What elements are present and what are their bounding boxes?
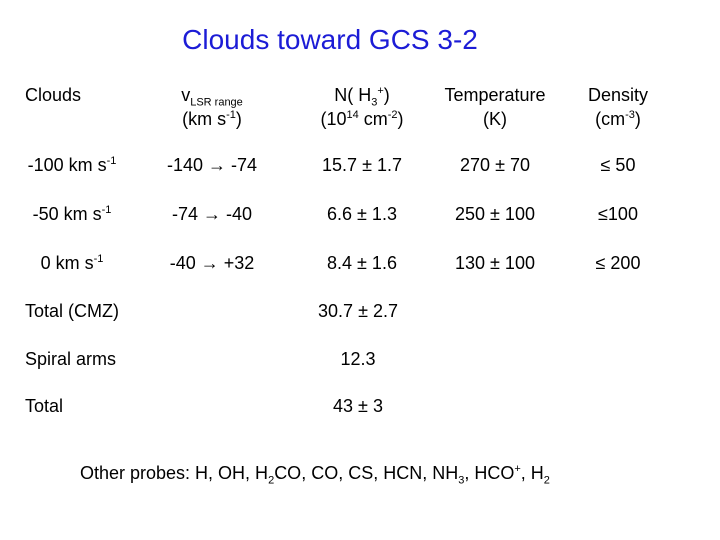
table-cell: ≤100 [598, 203, 638, 225]
header-cell: (K) [483, 108, 507, 130]
text-run: -74 → -40 [171, 204, 253, 224]
supscript: -1 [106, 155, 117, 167]
text-run: 43 ± 3 [333, 396, 383, 416]
supscript: -1 [101, 204, 112, 216]
text-run: Clouds [25, 85, 82, 105]
header-cell: Clouds [25, 84, 81, 106]
text-run: (km s [182, 109, 227, 129]
text-run: ) [235, 109, 242, 129]
text-run: ≤ 200 [595, 253, 641, 273]
total-value: 43 ± 3 [333, 395, 383, 417]
supscript: + [377, 85, 384, 97]
text-run: 250 ± 100 [455, 204, 535, 224]
text-run: -50 km s [32, 204, 102, 224]
text-run: 0 km s [40, 253, 94, 273]
table-cell: -140 → -74 [167, 154, 257, 176]
slide-title: Clouds toward GCS 3-2 [182, 24, 478, 55]
text-run: ) [383, 85, 390, 105]
text-run: Spiral arms [25, 348, 117, 369]
subscript: 2 [543, 474, 550, 487]
subscript: LSR range [190, 96, 243, 109]
text-run: , HCO [464, 463, 515, 483]
text-run: ) [634, 109, 641, 129]
table-cell: ≤ 200 [596, 252, 641, 274]
text-run: ≤ 50 [600, 155, 636, 175]
text-run: (cm [595, 109, 626, 129]
table-cell: 0 km s-1 [41, 252, 104, 274]
table-cell: ≤ 50 [601, 154, 636, 176]
text-run: (10 [320, 109, 347, 129]
table-cell: -74 → -40 [172, 203, 252, 225]
text-run: -40 → +32 [169, 253, 255, 273]
table-cell: 8.4 ± 1.6 [327, 252, 397, 274]
text-run: -140 → -74 [166, 155, 258, 175]
subscript: 2 [268, 474, 275, 487]
text-run: v [181, 85, 191, 105]
total-value: 30.7 ± 2.7 [318, 300, 398, 322]
text-run: -100 km s [27, 155, 107, 175]
table-cell: 15.7 ± 1.7 [322, 154, 402, 176]
total-label: Spiral arms [25, 348, 116, 370]
total-label: Total [25, 395, 63, 417]
header-cell: (km s-1) [182, 108, 242, 130]
header-cell: Density [588, 84, 648, 106]
table-cell: 250 ± 100 [455, 203, 535, 225]
text-run: Total [25, 396, 64, 416]
text-run: Other probes: H, OH, H [80, 463, 269, 483]
text-run: CO, CO, CS, HCN, NH [274, 463, 459, 483]
header-cell: (1014 cm-2) [320, 108, 403, 130]
text-run: Temperature [444, 85, 546, 105]
supscript: + [514, 463, 521, 475]
table-cell: 270 ± 70 [460, 154, 530, 176]
supscript: -1 [93, 253, 104, 265]
table-cell: 130 ± 100 [455, 252, 535, 274]
footer-note: Other probes: H, OH, H2CO, CO, CS, HCN, … [80, 462, 550, 487]
text-run: , H [520, 463, 544, 483]
header-cell: (cm-3) [595, 108, 641, 130]
header-cell: N( H3+) [334, 84, 390, 109]
text-run: ≤100 [598, 204, 638, 224]
total-value: 12.3 [340, 348, 375, 370]
text-run: (K) [483, 109, 507, 129]
text-run: 6.6 ± 1.3 [327, 204, 397, 224]
subscript: 3 [371, 96, 378, 109]
supscript: -1 [226, 109, 236, 121]
text-run: 270 ± 70 [460, 155, 530, 175]
table-cell: 6.6 ± 1.3 [327, 203, 397, 225]
supscript: -3 [625, 109, 635, 121]
text-run: 130 ± 100 [455, 253, 535, 273]
subscript: 3 [458, 474, 465, 487]
supscript: 14 [346, 109, 359, 121]
table-cell: -50 km s-1 [33, 203, 112, 225]
table-cell: -40 → +32 [170, 252, 255, 274]
total-label: Total (CMZ) [25, 300, 119, 322]
text-run: N( H [334, 85, 372, 105]
text-run: Density [587, 85, 649, 105]
text-run: 8.4 ± 1.6 [327, 253, 397, 273]
text-run: cm [358, 109, 388, 129]
table-cell: -100 km s-1 [28, 154, 117, 176]
header-cell: vLSR range [181, 84, 243, 109]
text-run: 12.3 [340, 348, 376, 369]
text-run: 15.7 ± 1.7 [322, 155, 402, 175]
text-run: ) [397, 109, 404, 129]
text-run: 30.7 ± 2.7 [318, 301, 398, 321]
header-cell: Temperature [444, 84, 545, 106]
supscript: -2 [387, 109, 398, 121]
text-run: Total (CMZ) [25, 301, 119, 321]
